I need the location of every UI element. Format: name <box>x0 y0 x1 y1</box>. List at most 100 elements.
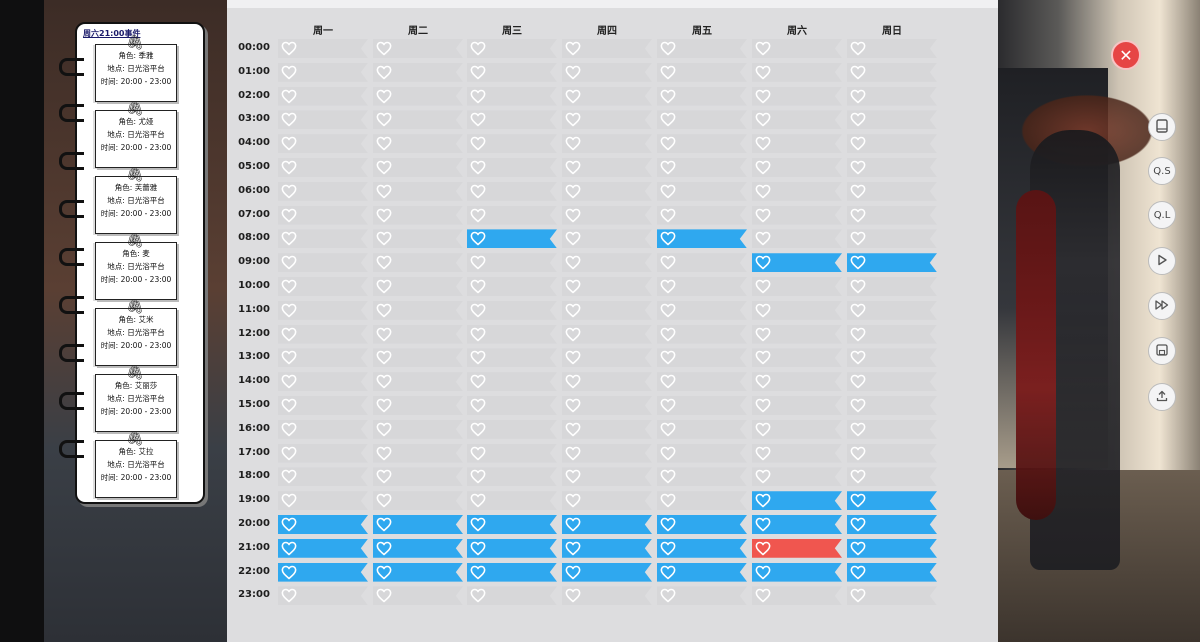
schedule-slot[interactable] <box>847 229 937 249</box>
schedule-slot[interactable] <box>467 586 557 606</box>
schedule-slot[interactable] <box>278 110 368 130</box>
auto-play-button[interactable] <box>1148 247 1176 275</box>
schedule-slot[interactable] <box>278 443 368 463</box>
schedule-slot[interactable] <box>373 300 463 320</box>
schedule-slot[interactable] <box>752 110 842 130</box>
save-button[interactable] <box>1148 337 1176 365</box>
event-note[interactable]: 🖇 角色: 艾拉 地点: 日光浴平台 时间: 20:00 - 23:00 <box>95 431 177 498</box>
schedule-slot[interactable] <box>467 277 557 296</box>
schedule-slot[interactable] <box>752 253 842 273</box>
schedule-slot[interactable] <box>373 467 463 487</box>
schedule-slot[interactable] <box>278 419 368 439</box>
schedule-slot[interactable] <box>373 396 463 415</box>
schedule-slot[interactable] <box>847 586 937 606</box>
schedule-slot[interactable] <box>847 39 937 58</box>
schedule-slot[interactable] <box>752 586 842 606</box>
schedule-slot[interactable] <box>467 39 557 58</box>
schedule-slot[interactable] <box>752 86 842 106</box>
schedule-slot[interactable] <box>847 324 937 344</box>
schedule-slot[interactable] <box>657 62 747 82</box>
schedule-slot[interactable] <box>657 372 747 392</box>
schedule-slot[interactable] <box>657 158 747 177</box>
quick-save-button[interactable]: Q.S <box>1148 157 1176 185</box>
schedule-slot[interactable] <box>752 348 842 368</box>
schedule-slot[interactable] <box>752 538 842 558</box>
schedule-slot[interactable] <box>752 62 842 82</box>
schedule-slot[interactable] <box>562 538 652 558</box>
schedule-slot[interactable] <box>373 134 463 154</box>
schedule-slot[interactable] <box>847 62 937 82</box>
schedule-slot[interactable] <box>278 348 368 368</box>
schedule-slot[interactable] <box>657 515 747 534</box>
schedule-slot[interactable] <box>373 62 463 82</box>
schedule-slot[interactable] <box>278 538 368 558</box>
event-note[interactable]: 🖇 角色: 麦地点: 日光浴平台 时间: 20:00 - 23:00 <box>95 233 177 300</box>
schedule-slot[interactable] <box>847 538 937 558</box>
schedule-slot[interactable] <box>467 372 557 392</box>
schedule-slot[interactable] <box>278 372 368 392</box>
schedule-slot[interactable] <box>467 324 557 344</box>
schedule-slot[interactable] <box>657 86 747 106</box>
schedule-slot[interactable] <box>657 229 747 249</box>
schedule-slot[interactable] <box>373 229 463 249</box>
schedule-slot[interactable] <box>467 158 557 177</box>
schedule-slot[interactable] <box>562 372 652 392</box>
schedule-slot[interactable] <box>467 419 557 439</box>
schedule-slot[interactable] <box>562 300 652 320</box>
schedule-slot[interactable] <box>467 229 557 249</box>
schedule-slot[interactable] <box>562 62 652 82</box>
schedule-slot[interactable] <box>562 86 652 106</box>
schedule-slot[interactable] <box>562 229 652 249</box>
schedule-slot[interactable] <box>373 158 463 177</box>
schedule-slot[interactable] <box>657 205 747 225</box>
schedule-slot[interactable] <box>657 348 747 368</box>
schedule-slot[interactable] <box>562 562 652 582</box>
schedule-slot[interactable] <box>373 253 463 273</box>
event-note[interactable]: 🖇 角色: 尤娅 地点: 日光浴平台 时间: 20:00 - 23:00 <box>95 101 177 168</box>
schedule-slot[interactable] <box>562 348 652 368</box>
schedule-slot[interactable] <box>657 419 747 439</box>
schedule-slot[interactable] <box>847 300 937 320</box>
event-note[interactable]: 🖇 角色: 艾丽莎 地点: 日光浴平台 时间: 20:00 - 23:00 <box>95 365 177 432</box>
schedule-slot[interactable] <box>562 110 652 130</box>
schedule-slot[interactable] <box>467 538 557 558</box>
schedule-slot[interactable] <box>467 562 557 582</box>
schedule-slot[interactable] <box>752 277 842 296</box>
schedule-slot[interactable] <box>467 467 557 487</box>
schedule-slot[interactable] <box>278 134 368 154</box>
schedule-slot[interactable] <box>373 205 463 225</box>
schedule-slot[interactable] <box>847 467 937 487</box>
schedule-slot[interactable] <box>847 515 937 534</box>
schedule-slot[interactable] <box>467 443 557 463</box>
schedule-slot[interactable] <box>373 181 463 201</box>
schedule-slot[interactable] <box>278 586 368 606</box>
schedule-slot[interactable] <box>467 515 557 534</box>
schedule-slot[interactable] <box>278 396 368 415</box>
schedule-slot[interactable] <box>847 277 937 296</box>
schedule-slot[interactable] <box>562 491 652 511</box>
schedule-slot[interactable] <box>752 396 842 415</box>
schedule-slot[interactable] <box>467 396 557 415</box>
schedule-slot[interactable] <box>657 562 747 582</box>
schedule-slot[interactable] <box>467 86 557 106</box>
schedule-slot[interactable] <box>562 277 652 296</box>
schedule-slot[interactable] <box>562 39 652 58</box>
schedule-slot[interactable] <box>373 372 463 392</box>
schedule-slot[interactable] <box>657 443 747 463</box>
schedule-slot[interactable] <box>373 538 463 558</box>
schedule-slot[interactable] <box>562 467 652 487</box>
schedule-slot[interactable] <box>562 419 652 439</box>
schedule-slot[interactable] <box>278 491 368 511</box>
schedule-slot[interactable] <box>847 396 937 415</box>
schedule-slot[interactable] <box>657 491 747 511</box>
schedule-slot[interactable] <box>373 348 463 368</box>
schedule-slot[interactable] <box>752 372 842 392</box>
schedule-slot[interactable] <box>562 396 652 415</box>
schedule-slot[interactable] <box>278 324 368 344</box>
schedule-slot[interactable] <box>847 348 937 368</box>
log-button[interactable] <box>1148 113 1176 141</box>
event-note[interactable]: 🖇 角色: 芙蕾雅 地点: 日光浴平台 时间: 20:00 - 23:00 <box>95 167 177 234</box>
schedule-slot[interactable] <box>562 134 652 154</box>
schedule-slot[interactable] <box>752 562 842 582</box>
schedule-slot[interactable] <box>467 62 557 82</box>
